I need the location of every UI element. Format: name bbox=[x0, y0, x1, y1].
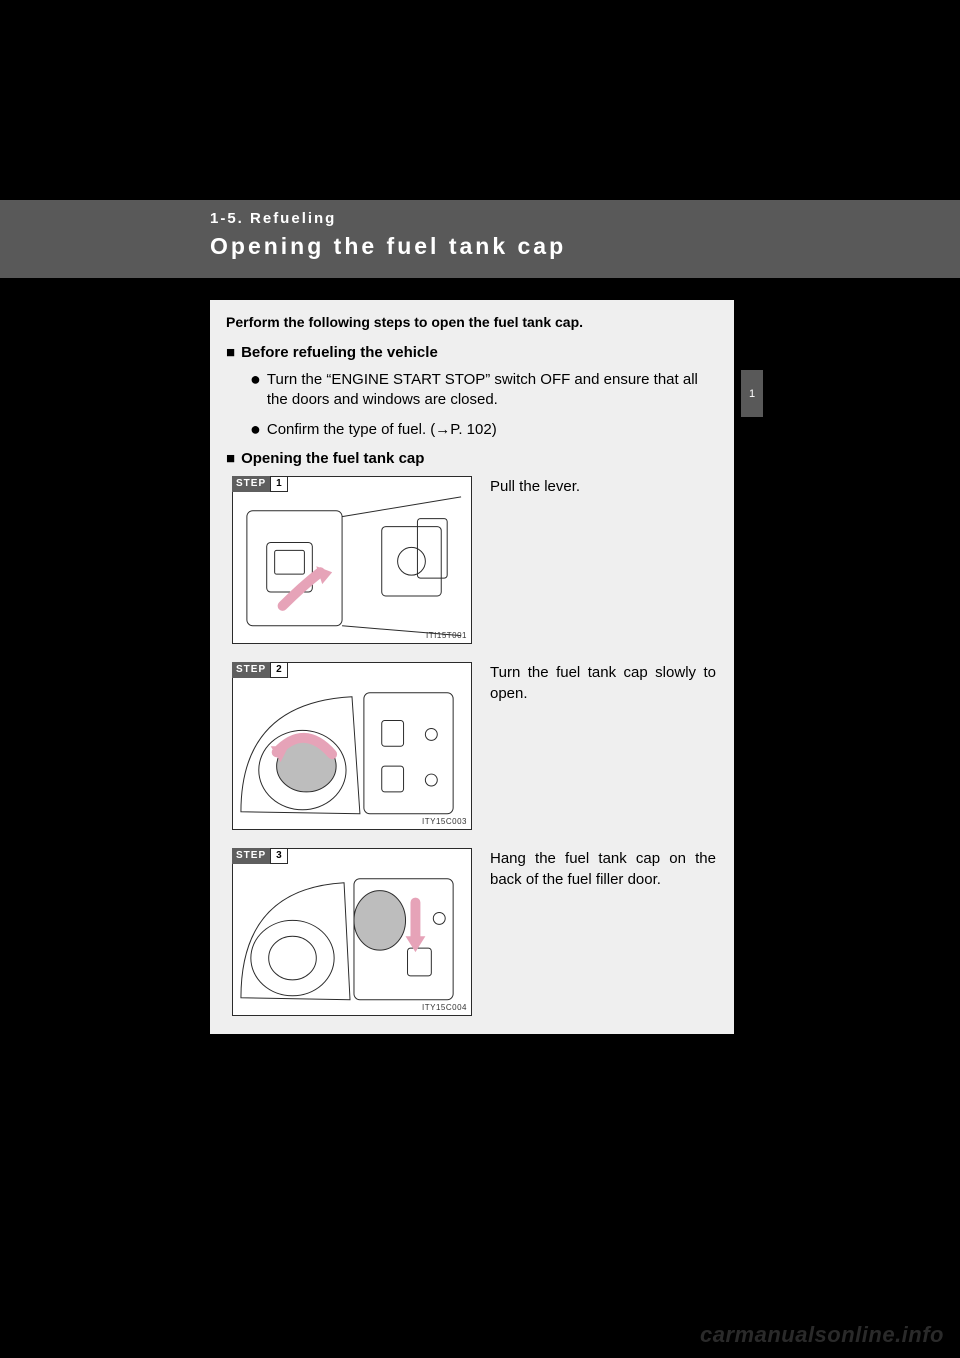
square-bullet-icon: ■ bbox=[226, 344, 235, 362]
figure-step-2: STEP 2 ITY15C003 bbox=[232, 662, 472, 830]
figure-illustration bbox=[233, 849, 471, 1016]
step-row: STEP 1 ITI15T001 Pull the lever. bbox=[232, 476, 718, 644]
figure-illustration bbox=[233, 477, 471, 644]
step-text: Turn the fuel tank cap slowly to open. bbox=[490, 662, 718, 830]
intro-text: Perform the following steps to open the … bbox=[226, 314, 718, 330]
step-row: STEP 2 ITY15C003 Turn the fuel t bbox=[232, 662, 718, 830]
content-box: Perform the following steps to open the … bbox=[210, 300, 734, 1034]
bullet-item: ● Turn the “ENGINE START STOP” switch OF… bbox=[250, 370, 718, 410]
chapter-tab: 1 bbox=[741, 370, 763, 417]
figure-step-3: STEP 3 ITY15C004 bbox=[232, 848, 472, 1016]
heading-text: Opening the fuel tank cap bbox=[241, 450, 424, 467]
section-number: 1-5. Refueling bbox=[210, 210, 960, 227]
figure-id: ITY15C003 bbox=[422, 817, 467, 826]
step-text: Pull the lever. bbox=[490, 476, 718, 644]
step-text: Hang the fuel tank cap on the back of th… bbox=[490, 848, 718, 1016]
heading-text: Before refueling the vehicle bbox=[241, 344, 438, 361]
figure-id: ITY15C004 bbox=[422, 1003, 467, 1012]
watermark: carmanualsonline.info bbox=[700, 1322, 944, 1348]
heading-before-refueling: ■ Before refueling the vehicle bbox=[226, 344, 718, 362]
heading-opening-cap: ■ Opening the fuel tank cap bbox=[226, 450, 718, 468]
step-row: STEP 3 ITY15C004 Hang the fuel tank cap … bbox=[232, 848, 718, 1016]
bullet-text: Turn the “ENGINE START STOP” switch OFF … bbox=[267, 370, 718, 410]
bullet-item: ● Confirm the type of fuel. (→P. 102) bbox=[250, 420, 718, 440]
chapter-tab-label: 1 bbox=[749, 388, 755, 400]
bullet-icon: ● bbox=[250, 420, 261, 438]
bullet-icon: ● bbox=[250, 370, 261, 388]
figure-illustration bbox=[233, 663, 471, 830]
square-bullet-icon: ■ bbox=[226, 450, 235, 468]
header-band: 1-5. Refueling Opening the fuel tank cap bbox=[0, 200, 960, 278]
figure-step-1: STEP 1 ITI15T001 bbox=[232, 476, 472, 644]
page-title: Opening the fuel tank cap bbox=[210, 233, 960, 260]
bullet-text: Confirm the type of fuel. (→P. 102) bbox=[267, 420, 497, 440]
figure-id: ITI15T001 bbox=[426, 631, 467, 640]
